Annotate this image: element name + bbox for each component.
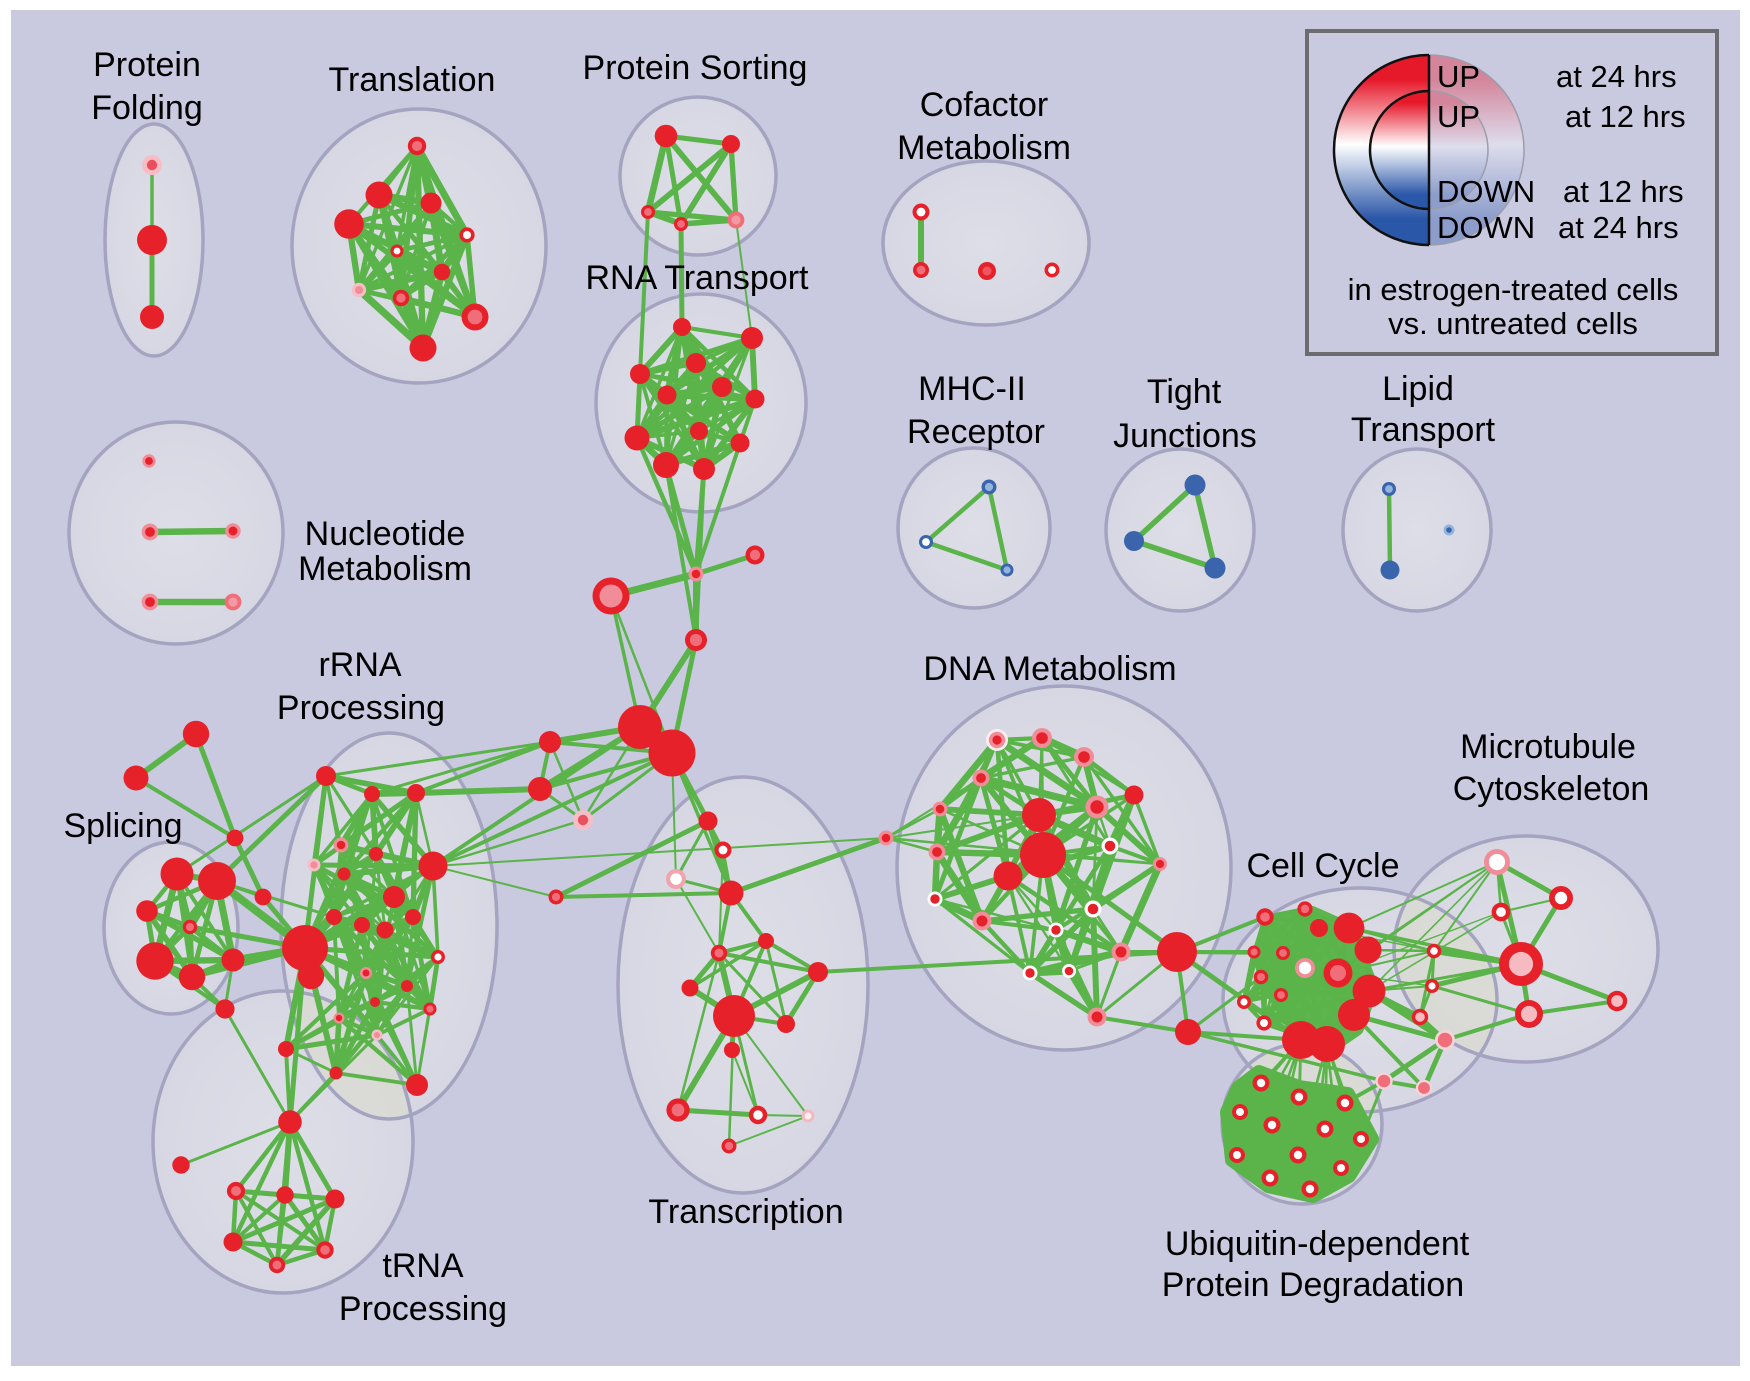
svg-text:Cofactor: Cofactor (920, 86, 1049, 124)
svg-text:Processing: Processing (277, 689, 445, 727)
svg-text:Protein Degradation: Protein Degradation (1162, 1266, 1464, 1304)
svg-text:Transport: Transport (1351, 411, 1496, 449)
svg-text:at 12 hrs: at 12 hrs (1565, 99, 1686, 134)
svg-text:Metabolism: Metabolism (298, 550, 472, 588)
svg-text:rRNA: rRNA (318, 646, 401, 684)
svg-text:Splicing: Splicing (63, 807, 182, 845)
svg-text:Protein Sorting: Protein Sorting (583, 49, 808, 87)
svg-text:Nucleotide: Nucleotide (305, 515, 466, 553)
svg-text:Receptor: Receptor (907, 413, 1045, 451)
svg-text:at 24 hrs: at 24 hrs (1558, 210, 1679, 245)
svg-text:RNA Transport: RNA Transport (586, 259, 810, 297)
svg-text:Folding: Folding (91, 89, 203, 127)
svg-text:Microtubule: Microtubule (1460, 728, 1636, 766)
svg-text:Translation: Translation (329, 61, 496, 99)
svg-text:UP: UP (1437, 99, 1480, 134)
svg-text:Ubiquitin-dependent: Ubiquitin-dependent (1165, 1225, 1470, 1263)
svg-text:DNA Metabolism: DNA Metabolism (923, 650, 1176, 688)
svg-text:MHC-II: MHC-II (918, 370, 1026, 408)
svg-text:Junctions: Junctions (1113, 417, 1257, 455)
svg-text:Transcription: Transcription (648, 1193, 843, 1231)
svg-text:Cell Cycle: Cell Cycle (1246, 847, 1399, 885)
svg-text:Processing: Processing (339, 1290, 507, 1328)
svg-text:Tight: Tight (1147, 373, 1222, 411)
svg-text:DOWN: DOWN (1437, 210, 1535, 245)
svg-text:Protein: Protein (93, 46, 201, 84)
svg-text:Cytoskeleton: Cytoskeleton (1453, 770, 1650, 808)
svg-text:DOWN: DOWN (1437, 174, 1535, 209)
svg-text:at 12 hrs: at 12 hrs (1563, 174, 1684, 209)
svg-text:in estrogen-treated cells: in estrogen-treated cells (1348, 272, 1679, 307)
svg-text:Metabolism: Metabolism (897, 129, 1071, 167)
svg-text:tRNA: tRNA (382, 1247, 464, 1285)
svg-text:vs. untreated cells: vs. untreated cells (1388, 306, 1638, 341)
svg-text:UP: UP (1437, 59, 1480, 94)
svg-text:Lipid: Lipid (1382, 370, 1454, 408)
svg-text:at 24 hrs: at 24 hrs (1556, 59, 1677, 94)
